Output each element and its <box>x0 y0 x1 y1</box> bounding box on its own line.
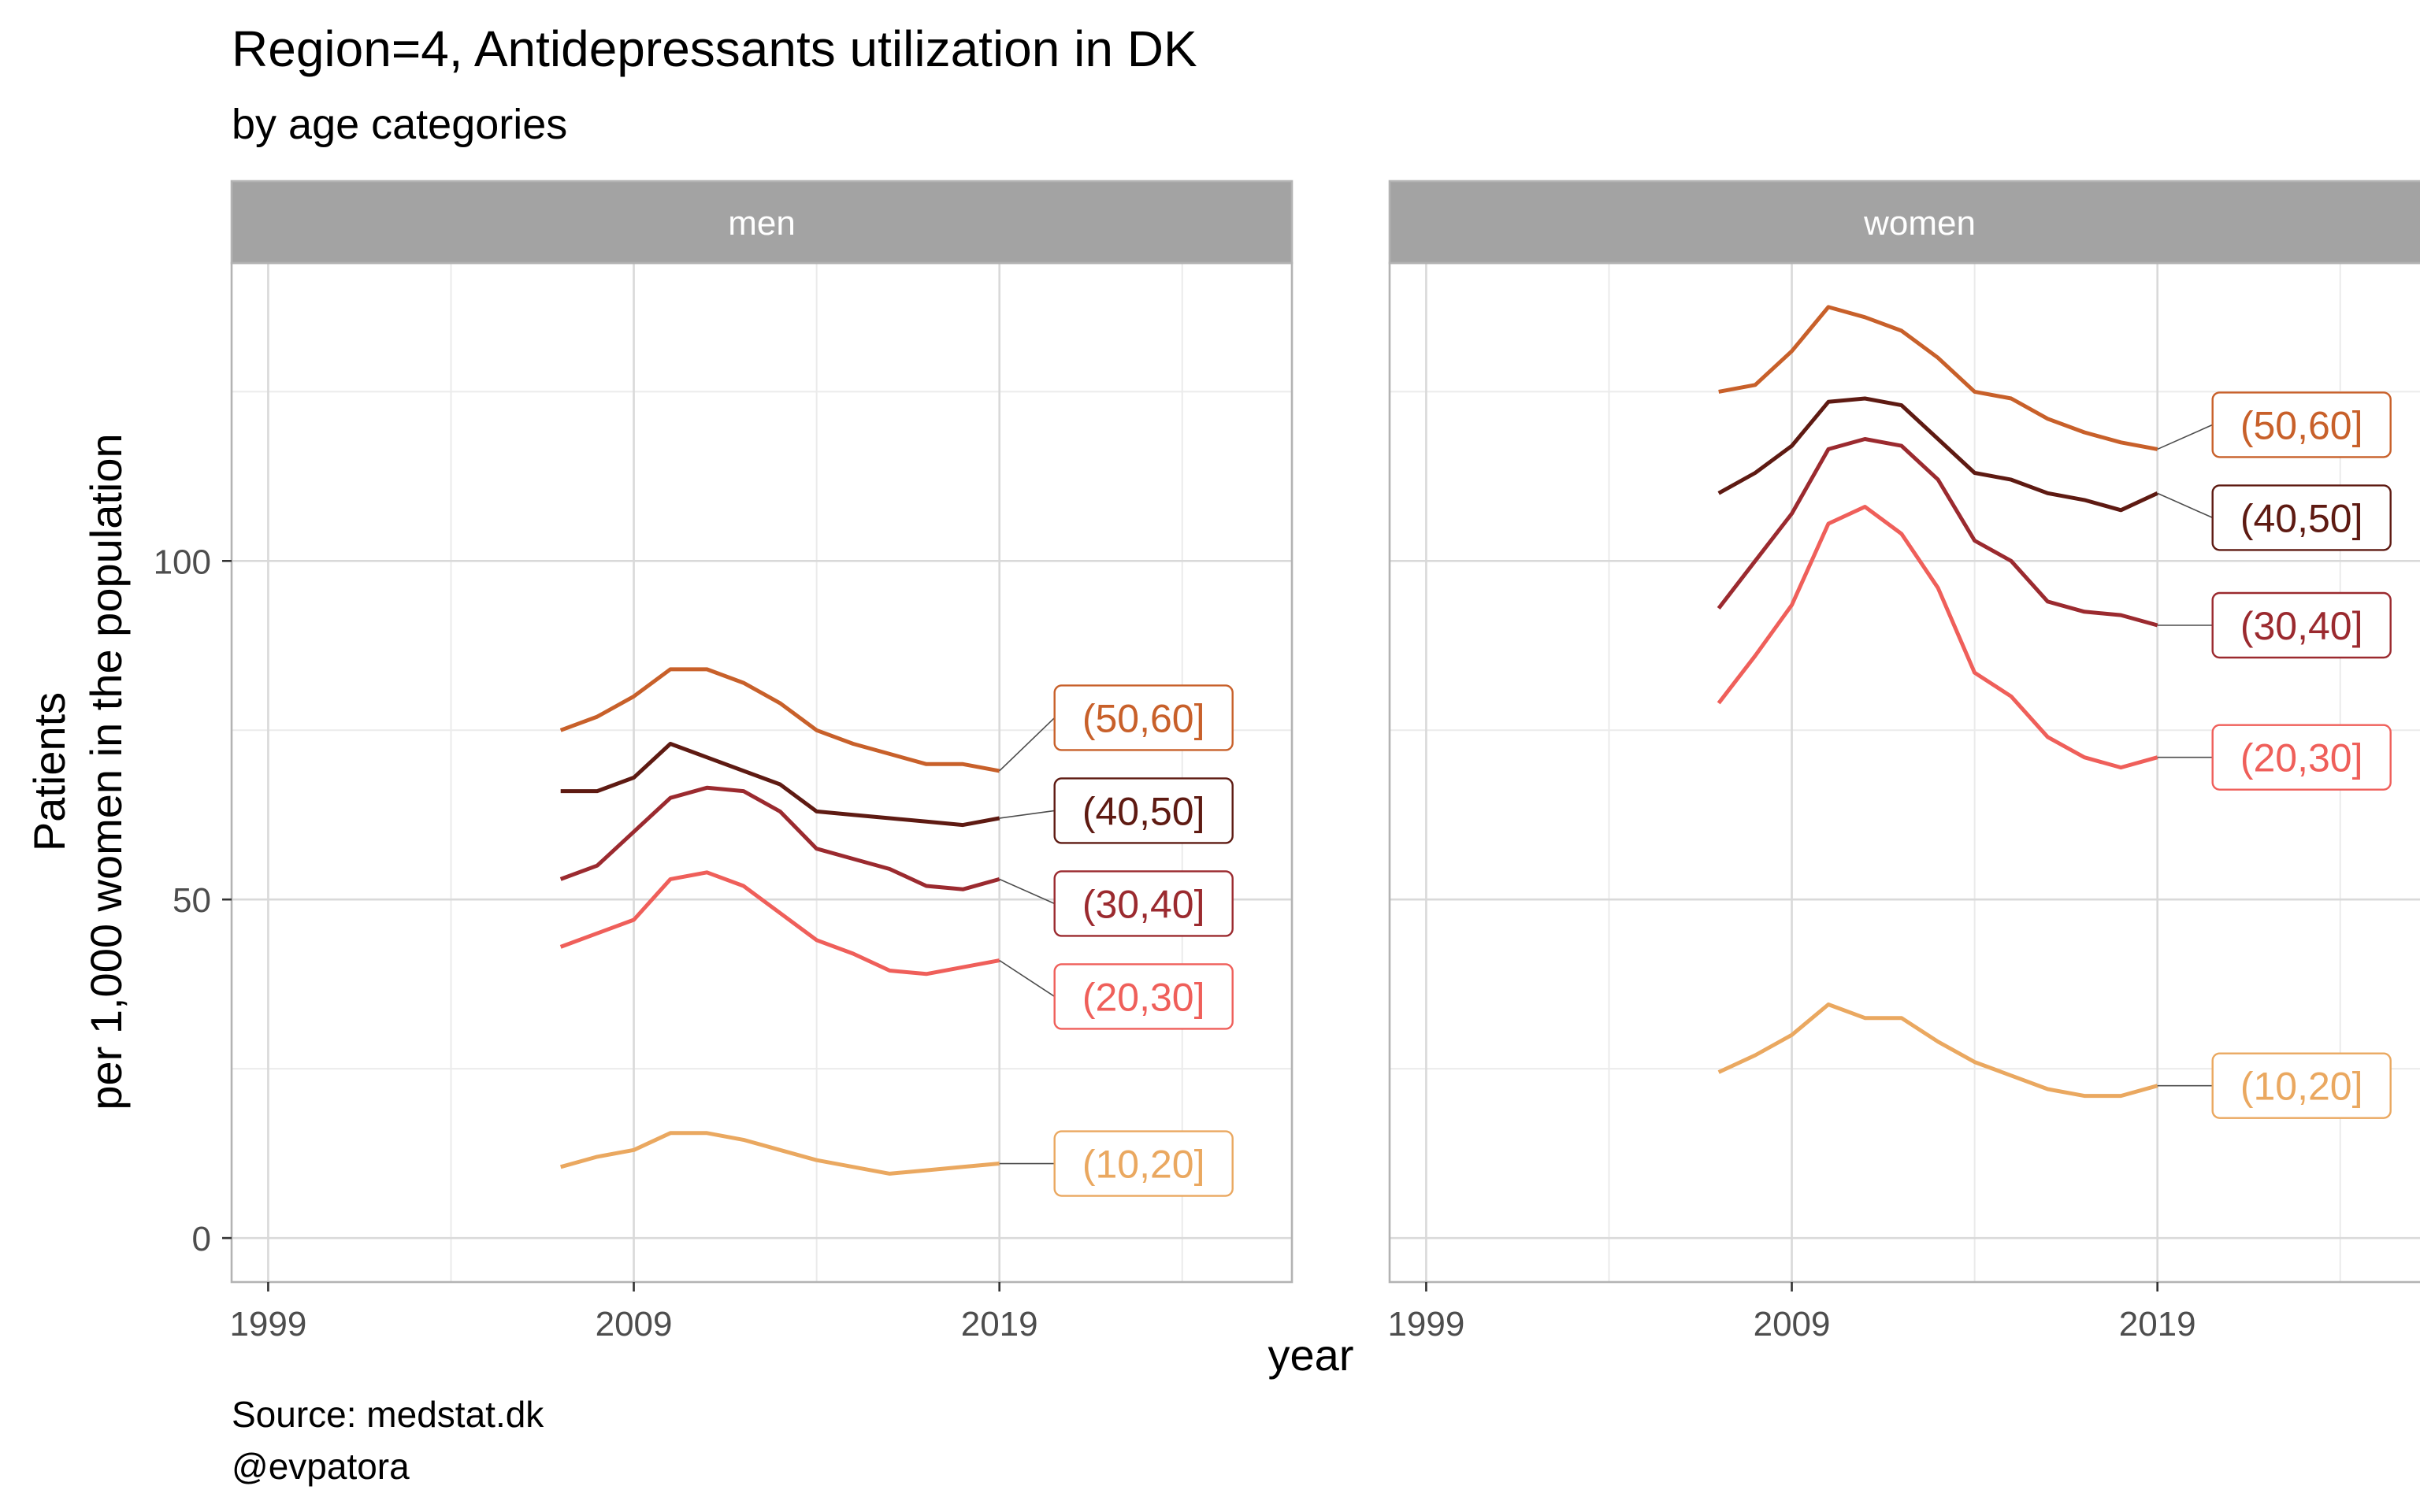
chart-subtitle: by age categories <box>232 101 567 148</box>
x-tick-label: 1999 <box>229 1305 306 1343</box>
label-leader-line <box>999 878 1056 905</box>
facet-strip-label: men <box>728 204 796 243</box>
series-label-men: (30,40] <box>1082 882 1205 926</box>
label-leader-line <box>2157 424 2214 450</box>
series-line-men-(50,60] <box>559 667 1000 773</box>
series-label-box <box>1053 777 1234 844</box>
x-tick-label: 1999 <box>1387 1305 1464 1343</box>
panel-men: men 1999 2009 2019 0 50 100 (50,60] (40,50] (30,4… <box>154 180 1294 1343</box>
x-axis-title: year <box>1268 1330 1354 1380</box>
plot-background <box>232 263 1292 1282</box>
series-label-men: (50,60] <box>1082 696 1205 740</box>
series-label-box <box>2211 484 2392 551</box>
facet-strip <box>1388 180 2420 265</box>
label-leader-line <box>999 717 1056 772</box>
series-label-women: (40,50] <box>2240 496 2363 540</box>
series-label-box <box>2211 724 2392 791</box>
series-label-box <box>1053 963 1234 1030</box>
y-tick-label: 50 <box>173 881 211 920</box>
series-label-box <box>1053 684 1234 751</box>
series-line-women-(20,30] <box>1717 505 2158 770</box>
series-label-women: (30,40] <box>2240 604 2363 648</box>
label-leader-line <box>999 810 1055 819</box>
series-label-women: (20,30] <box>2240 736 2363 780</box>
series-line-men-(10,20] <box>560 1131 1000 1176</box>
panel-women: women 1999 2009 2019 (50,60] (40,50] (30,40] (2… <box>1387 180 2420 1343</box>
series-label-women: (50,60] <box>2240 403 2363 447</box>
series-line-women-(30,40] <box>1717 437 2158 628</box>
series-line-women-(50,60] <box>1718 305 2158 451</box>
chart-title: Region=4, Antidepressants utilization in… <box>232 20 1197 77</box>
label-leader-line <box>999 959 1056 998</box>
y-tick-label: 100 <box>154 543 211 581</box>
series-line-women-(40,50] <box>1717 396 2158 513</box>
y-axis-title-line-2: per 1,000 women in the population <box>81 433 131 1110</box>
series-label-box <box>1053 870 1234 937</box>
series-label-box <box>2211 1052 2392 1119</box>
series-line-women-(10,20] <box>1717 1002 2158 1099</box>
caption-author: @evpatora <box>232 1446 410 1487</box>
series-label-men: (20,30] <box>1082 975 1205 1019</box>
x-tick-label: 2009 <box>1754 1305 1831 1343</box>
series-label-box <box>2211 391 2392 458</box>
y-axis-title-line-1: Patients <box>24 692 74 851</box>
series-line-men-(20,30] <box>559 870 1000 976</box>
facet-strip <box>230 180 1294 265</box>
series-line-men-(40,50] <box>560 742 1000 828</box>
series-line-men-(30,40] <box>559 785 1000 891</box>
series-label-women: (10,20] <box>2240 1065 2363 1109</box>
series-label-men: (10,20] <box>1082 1143 1205 1187</box>
series-label-box <box>1053 1130 1234 1197</box>
series-label-men: (40,50] <box>1082 789 1205 833</box>
caption-source: Source: medstat.dk <box>232 1394 544 1435</box>
y-tick-label: 0 <box>192 1220 211 1258</box>
x-tick-label: 2009 <box>596 1305 673 1343</box>
x-tick-label: 2019 <box>961 1305 1038 1343</box>
series-label-box <box>2211 591 2392 659</box>
label-leader-line <box>2157 492 2214 519</box>
facet-strip-label: women <box>1863 204 1976 243</box>
x-tick-label: 2019 <box>2119 1305 2196 1343</box>
